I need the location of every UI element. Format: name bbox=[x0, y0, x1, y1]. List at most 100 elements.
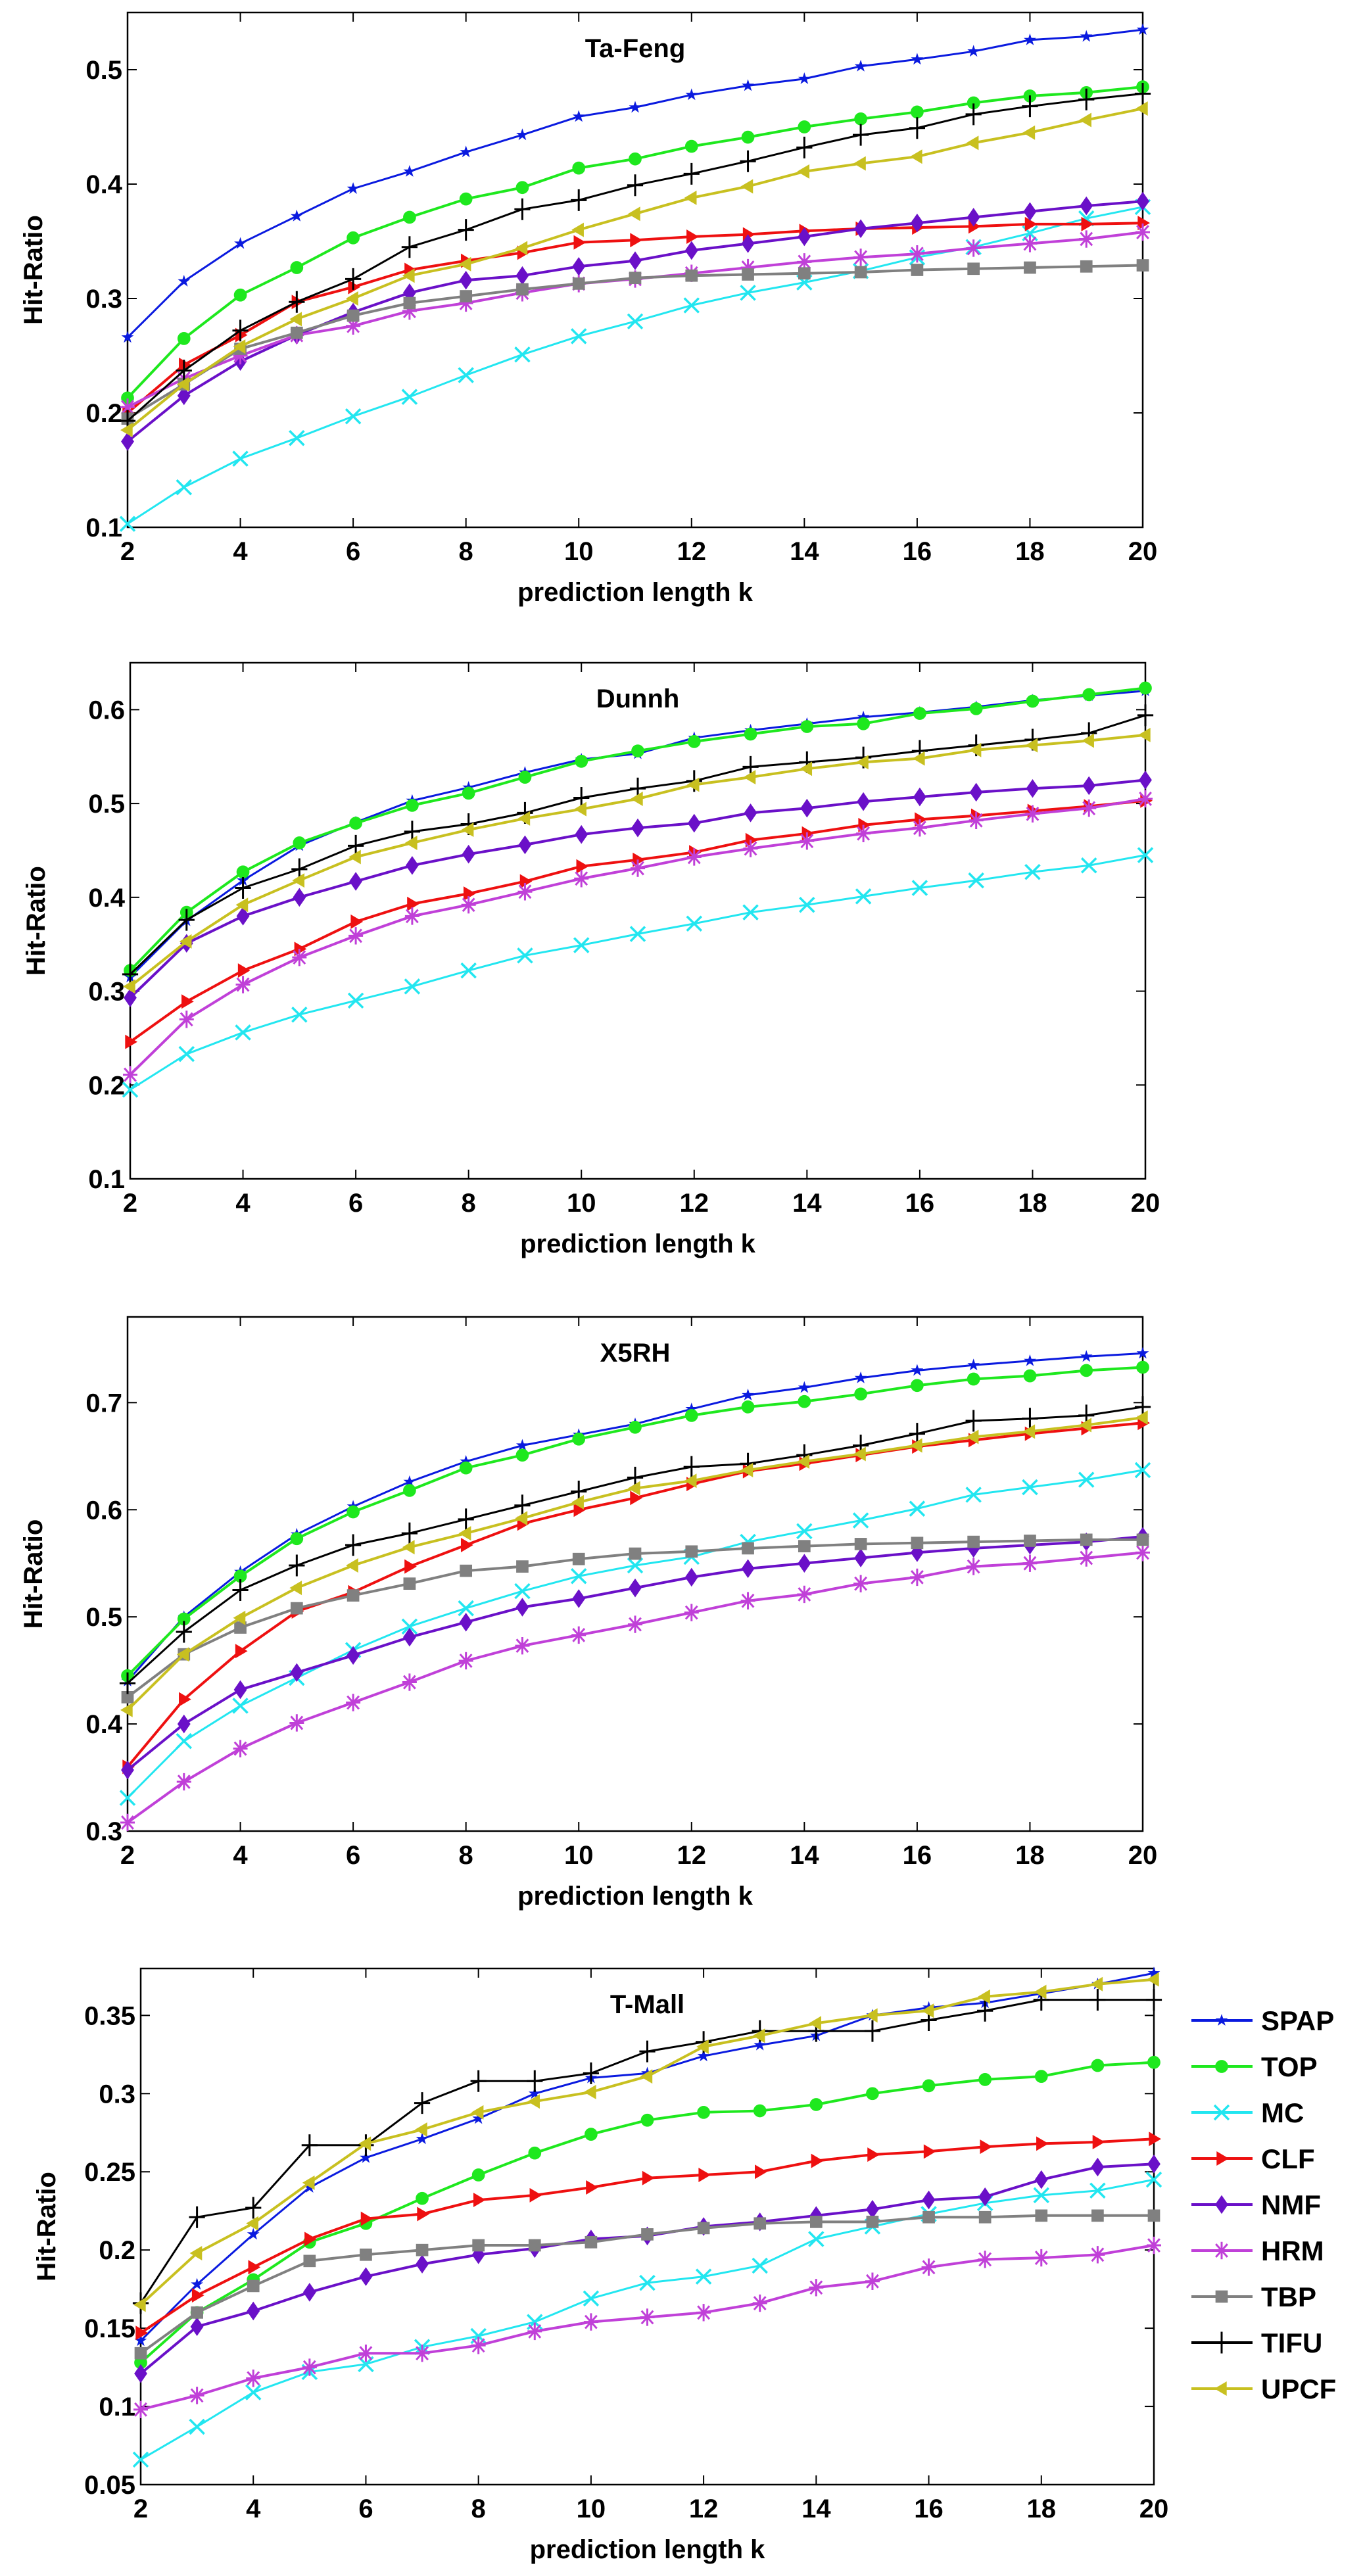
data-point-spap bbox=[857, 710, 870, 723]
data-point-hrm bbox=[1022, 235, 1038, 252]
data-point-tbp bbox=[753, 2217, 767, 2230]
data-point-mc bbox=[855, 888, 872, 905]
x-tick-label: 4 bbox=[233, 1841, 248, 1870]
data-point-mc bbox=[176, 1732, 193, 1750]
data-point-top bbox=[1147, 2055, 1160, 2069]
data-point-top bbox=[798, 1395, 811, 1408]
data-point-clf bbox=[686, 229, 699, 245]
data-point-tifu bbox=[853, 124, 869, 146]
data-point-nmf bbox=[177, 1714, 191, 1734]
data-point-upcf bbox=[743, 770, 756, 785]
data-point-tifu bbox=[1022, 95, 1038, 118]
data-point-upcf bbox=[856, 755, 869, 770]
data-point-tifu bbox=[639, 2040, 656, 2063]
data-point-mc bbox=[232, 450, 249, 467]
data-point-hrm bbox=[402, 302, 417, 320]
data-point-nmf bbox=[293, 888, 306, 907]
data-point-upcf bbox=[1079, 1418, 1091, 1433]
x-tick-label: 6 bbox=[358, 2494, 373, 2523]
data-point-tbp bbox=[347, 1589, 360, 1602]
data-point-upcf bbox=[1034, 1984, 1047, 1999]
series-tbp bbox=[121, 1533, 1149, 1704]
legend-item-tifu: TIFU bbox=[1191, 2327, 1322, 2358]
legend-item-hrm: HRM bbox=[1191, 2235, 1324, 2266]
data-point-nmf bbox=[518, 835, 532, 855]
data-point-hrm bbox=[853, 1575, 869, 1592]
x-tick-label: 16 bbox=[914, 2494, 944, 2523]
data-point-upcf bbox=[865, 2008, 878, 2023]
data-point-tifu bbox=[345, 1534, 362, 1556]
data-point-upcf bbox=[302, 2175, 315, 2190]
data-point-spap bbox=[191, 2278, 203, 2290]
data-point-top bbox=[911, 1379, 924, 1393]
y-tick-label: 0.3 bbox=[85, 1817, 122, 1846]
data-point-mc bbox=[178, 1045, 195, 1062]
data-point-hrm bbox=[515, 1636, 530, 1655]
data-point-tifu bbox=[909, 117, 925, 139]
data-point-clf bbox=[1081, 216, 1094, 231]
data-point-mc bbox=[583, 2290, 600, 2307]
data-point-hrm bbox=[909, 245, 924, 263]
data-point-nmf bbox=[347, 1646, 360, 1665]
x-axis-label: prediction length k bbox=[520, 1229, 756, 1258]
data-point-clf bbox=[755, 2164, 767, 2180]
data-point-spap bbox=[134, 2334, 147, 2347]
data-point-clf bbox=[811, 2153, 824, 2168]
data-point-tifu bbox=[583, 2062, 599, 2084]
data-point-clf bbox=[235, 1644, 248, 1659]
data-point-nmf bbox=[572, 1589, 586, 1608]
data-point-clf bbox=[1149, 2132, 1161, 2147]
data-point-nmf bbox=[629, 251, 642, 270]
data-point-clf bbox=[360, 2211, 373, 2226]
data-point-hrm bbox=[458, 294, 473, 312]
data-point-nmf bbox=[744, 803, 757, 823]
data-point-hrm bbox=[123, 1066, 137, 1084]
data-point-clf bbox=[858, 817, 871, 832]
data-point-clf bbox=[642, 2170, 655, 2185]
data-point-clf bbox=[1137, 216, 1150, 231]
data-point-mc bbox=[695, 2268, 712, 2285]
data-point-clf bbox=[519, 874, 533, 889]
data-point-upcf bbox=[123, 979, 135, 994]
x-tick-label: 12 bbox=[680, 1189, 709, 1218]
data-point-tbp bbox=[1091, 2209, 1104, 2222]
data-point-mc bbox=[1137, 847, 1154, 863]
data-point-clf bbox=[135, 2326, 148, 2341]
data-point-tifu bbox=[458, 219, 474, 241]
data-point-tbp bbox=[460, 1564, 473, 1577]
data-point-upcf bbox=[800, 761, 813, 776]
data-point-upcf bbox=[978, 1989, 990, 2004]
x-tick-label: 12 bbox=[677, 1841, 707, 1870]
data-point-tbp bbox=[360, 2248, 372, 2261]
data-point-clf bbox=[350, 914, 364, 929]
y-tick-label: 0.05 bbox=[84, 2471, 135, 2500]
data-point-nmf bbox=[631, 818, 644, 838]
data-point-tifu bbox=[514, 198, 531, 220]
data-point-hrm bbox=[233, 346, 248, 365]
data-point-nmf bbox=[1034, 2170, 1048, 2189]
data-point-upcf bbox=[348, 849, 361, 865]
data-point-tbp bbox=[911, 1537, 924, 1550]
data-point-spap bbox=[1024, 1354, 1036, 1366]
data-point-tifu bbox=[683, 162, 700, 185]
data-point-hrm bbox=[302, 2358, 317, 2376]
data-point-top bbox=[798, 120, 811, 133]
x-tick-label: 10 bbox=[577, 2494, 606, 2523]
data-point-upcf bbox=[797, 1454, 810, 1469]
data-point-tifu bbox=[683, 1456, 700, 1478]
data-point-tifu bbox=[119, 1672, 136, 1694]
data-point-nmf bbox=[910, 213, 924, 233]
legend-item-upcf: UPCF bbox=[1191, 2373, 1336, 2404]
data-point-hrm bbox=[686, 848, 702, 866]
y-tick-label: 0.1 bbox=[85, 513, 122, 542]
data-point-clf bbox=[473, 2193, 486, 2208]
data-point-nmf bbox=[405, 855, 419, 875]
data-point-upcf bbox=[358, 2136, 371, 2151]
data-point-upcf bbox=[1022, 125, 1036, 140]
data-point-top bbox=[857, 717, 870, 730]
data-point-tifu bbox=[909, 1423, 925, 1445]
data-point-clf bbox=[630, 1491, 642, 1506]
data-point-clf bbox=[248, 2260, 261, 2275]
data-point-spap bbox=[234, 237, 247, 249]
data-point-hrm bbox=[292, 948, 307, 966]
